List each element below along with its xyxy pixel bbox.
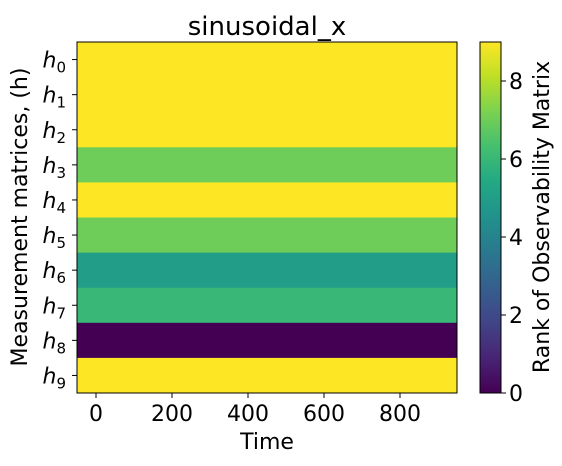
y-tick-label-h1: h1 (43, 84, 67, 112)
plot-frame (76, 41, 458, 394)
colorbar-tick-label: 4 (509, 226, 523, 251)
colorbar-label: Rank of Observability Matrix (530, 61, 555, 373)
heatmap-cell-h5 (77, 217, 457, 254)
x-tick-label: 400 (227, 402, 269, 427)
y-axis-label: Measurement matrices, (h) (8, 68, 33, 367)
y-tick-label-h2: h2 (43, 119, 67, 147)
y-tick-label-h7: h7 (43, 294, 67, 322)
heatmap-cells (77, 42, 457, 394)
heatmap-cell-h0 (77, 42, 457, 78)
x-tick-label: 0 (89, 402, 103, 427)
colorbar-tick-label: 6 (509, 148, 523, 173)
y-tick-label-h5: h5 (43, 224, 67, 252)
chart-title: sinusoidal_x (188, 12, 346, 42)
colorbar-tick-label: 2 (509, 304, 523, 329)
x-axis-label: Time (239, 430, 294, 455)
x-tick-label: 800 (379, 402, 421, 427)
colorbar-tick-label: 0 (509, 382, 523, 407)
heatmap-cell-h6 (77, 252, 457, 289)
y-tick-label-h8: h8 (43, 329, 67, 357)
y-tick-label-h9: h9 (43, 364, 67, 392)
heatmap-cell-h8 (77, 322, 457, 359)
y-tick-label-h6: h6 (43, 259, 67, 287)
colorbar-tick-label: 8 (509, 70, 523, 95)
heatmap-cell-h2 (77, 112, 457, 148)
x-ticks: 0 200 400 600 800 (89, 393, 421, 427)
heatmap-cell-h3 (77, 147, 457, 183)
heatmap-cell-h1 (77, 77, 457, 113)
y-tick-label-h0: h0 (43, 49, 67, 77)
y-tick-label-h4: h4 (43, 189, 67, 217)
x-tick-label: 200 (151, 402, 193, 427)
x-tick-label: 600 (303, 402, 345, 427)
y-tick-labels: h0 h1 h2 h3 h4 h5 h6 h7 h8 h9 (43, 49, 77, 392)
colorbar (479, 41, 502, 394)
heatmap-cell-h7 (77, 287, 457, 324)
colorbar-ticks: 0 2 4 6 8 (501, 70, 523, 407)
heatmap-cell-h4 (77, 182, 457, 218)
heatmap-cell-h9 (77, 357, 457, 394)
y-tick-label-h3: h3 (43, 154, 67, 182)
